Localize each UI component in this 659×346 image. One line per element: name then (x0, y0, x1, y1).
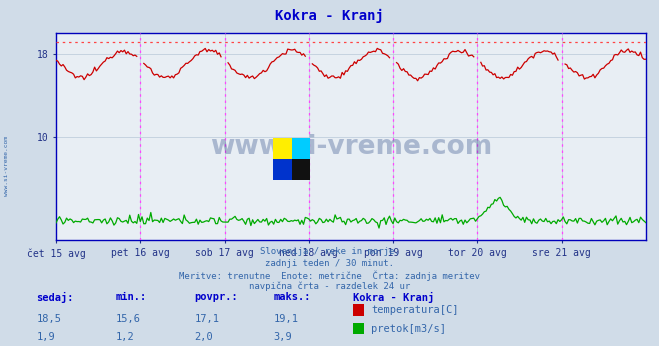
Text: zadnji teden / 30 minut.: zadnji teden / 30 minut. (265, 259, 394, 268)
Text: povpr.:: povpr.: (194, 292, 238, 302)
Bar (291, 138, 310, 159)
Text: pretok[m3/s]: pretok[m3/s] (371, 324, 446, 334)
Text: maks.:: maks.: (273, 292, 311, 302)
Text: 1,9: 1,9 (36, 332, 55, 342)
Bar (273, 138, 291, 159)
Text: Meritve: trenutne  Enote: metrične  Črta: zadnja meritev: Meritve: trenutne Enote: metrične Črta: … (179, 271, 480, 281)
Text: Slovenija / reke in morje.: Slovenija / reke in morje. (260, 247, 399, 256)
Text: 17,1: 17,1 (194, 314, 219, 324)
Text: www.si-vreme.com: www.si-vreme.com (4, 136, 9, 196)
Text: www.si-vreme.com: www.si-vreme.com (210, 134, 492, 160)
Text: temperatura[C]: temperatura[C] (371, 306, 459, 315)
Text: 3,9: 3,9 (273, 332, 292, 342)
Text: sedaj:: sedaj: (36, 292, 74, 303)
Text: min.:: min.: (115, 292, 146, 302)
Bar (273, 159, 291, 180)
Text: 2,0: 2,0 (194, 332, 213, 342)
Text: 15,6: 15,6 (115, 314, 140, 324)
Text: 1,2: 1,2 (115, 332, 134, 342)
Bar (291, 159, 310, 180)
Text: 19,1: 19,1 (273, 314, 299, 324)
Text: Kokra - Kranj: Kokra - Kranj (353, 292, 434, 303)
Text: Kokra - Kranj: Kokra - Kranj (275, 9, 384, 23)
Text: navpična črta - razdelek 24 ur: navpična črta - razdelek 24 ur (249, 282, 410, 291)
Text: 18,5: 18,5 (36, 314, 61, 324)
